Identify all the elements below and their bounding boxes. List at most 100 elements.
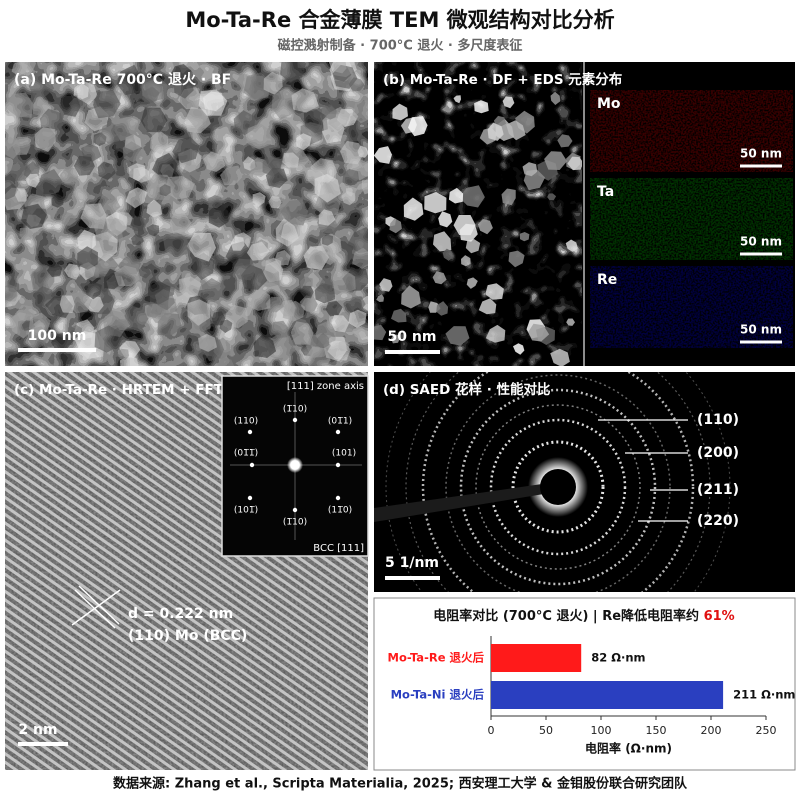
grain [5,179,17,200]
grain [361,179,368,195]
grain [438,211,453,228]
grain [39,108,64,133]
ring-label: (200) [697,445,739,461]
grain [201,278,223,303]
grain [513,343,525,355]
category-label: Mo-Ta-Ni 退火后 [391,688,485,702]
grain [401,285,421,309]
grain [5,284,18,302]
grain [19,227,34,241]
x-axis-label: 电阻率 (Ω·nm) [585,741,672,756]
grain [220,165,243,186]
d-spacing: d = 0.222 nm [128,606,233,622]
x-tick-label: 200 [701,724,722,737]
grain [28,326,50,350]
panel-label: (a) Mo-Ta-Re 700°C 退火 · BF [14,72,231,88]
grain [208,202,229,228]
grain [246,123,273,150]
fft-spot-label: (110) [234,417,258,427]
grain [282,300,305,322]
scale-label: 100 nm [28,328,87,344]
grain [408,116,428,137]
diffraction-ring [445,374,671,592]
fft-spot-label: (01̅1) [328,417,352,427]
subtitle: 磁控溅射制备 · 700°C 退火 · 多尺度表征 [278,38,523,54]
grain [348,77,365,92]
saed-rings [385,372,731,592]
grain [162,231,191,258]
grain [77,229,96,253]
grain [69,324,82,338]
grain [117,348,129,361]
grain [508,250,525,268]
grain [487,122,504,141]
fft-spot-label: (1̅10) [283,405,307,415]
grain [114,116,140,142]
grain [84,264,100,282]
grain [332,270,356,294]
diffraction-ring [489,418,627,556]
panel-label: (d) SAED 花样 · 性能对比 [383,381,551,398]
grain [187,299,211,326]
grain [550,348,570,366]
marker-line [71,589,121,626]
scale-label: 5 1/nm [385,555,439,571]
grain [465,239,481,254]
grain [303,245,330,270]
fft-spot-label: (101̅) [234,506,258,516]
panel-a [5,62,368,366]
eds-map [590,266,793,348]
diffraction-ring [385,372,731,592]
footer: 数据来源: Zhang et al., Scripta Materialia, … [113,776,688,792]
grain [391,334,400,344]
grain [265,296,284,313]
grain [340,140,365,165]
grain [474,100,489,114]
eds-map [590,178,793,260]
grain [51,193,64,208]
grain [173,72,194,99]
grain [165,176,195,200]
diffraction-ring [421,372,695,592]
grain [76,81,98,105]
grain [282,152,300,168]
grain [280,62,307,84]
grain [485,324,506,343]
grain [502,96,515,109]
grain [64,263,81,280]
x-tick-label: 100 [591,724,612,737]
grain [233,258,257,281]
grain [466,277,478,289]
grain [15,189,28,202]
grain [299,295,318,313]
grain [252,192,266,207]
grain [97,192,121,215]
panel-d [374,372,795,592]
grain [296,133,312,151]
grain [185,106,211,134]
grain [341,191,355,206]
fft-spot-label: (01̅1̅) [234,449,258,459]
fft-footer: BCC [111] [313,543,364,554]
grain [213,254,225,266]
value-label: 82 Ω·nm [591,651,645,665]
grain [331,314,350,333]
df-image [374,62,582,366]
fft-spot-label: (101) [332,449,356,459]
grain [5,92,33,118]
grain [9,312,34,339]
grain [453,95,461,104]
grain [547,193,557,201]
grain [118,212,133,226]
grain [268,195,282,209]
ring-labels: (110) (200) (211) (220) [598,412,739,529]
grain [324,106,337,120]
grain [138,265,151,279]
bar [491,644,582,672]
grain [77,246,98,270]
grains [5,62,368,366]
grain [159,184,171,197]
fft-spot-label: (1̅10) [283,518,307,528]
